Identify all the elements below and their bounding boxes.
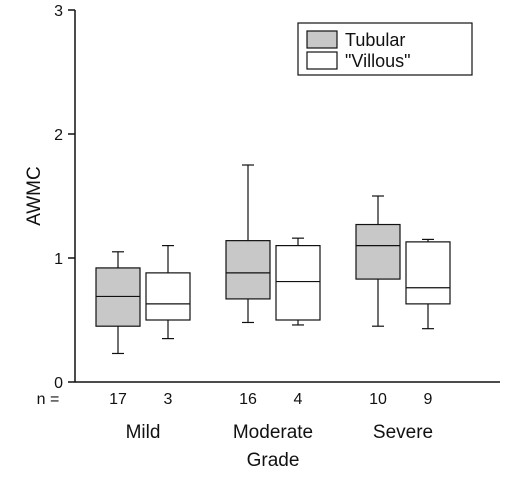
legend-swatch-villous (306, 51, 338, 70)
box-villous-mild (145, 245, 191, 340)
legend-label-tubular: Tubular (345, 30, 405, 50)
x-category-label: Mild (126, 422, 161, 443)
box-iqr (225, 240, 271, 300)
x-category-label: Severe (373, 422, 433, 443)
legend-label-villous: "Villous" (345, 51, 410, 71)
n-count-label: 16 (239, 391, 257, 408)
box-villous-severe (405, 238, 451, 330)
box-tubular-moderate (225, 164, 271, 324)
y-axis-title: AWMC (24, 166, 45, 225)
n-count-label: 4 (294, 391, 303, 408)
y-ticks: 0 1 2 3 (54, 3, 75, 392)
y-tick-label: 1 (54, 251, 63, 268)
n-count-label: 9 (424, 391, 433, 408)
x-axis-title: Grade (247, 450, 300, 471)
box-tubular-mild (95, 251, 141, 355)
axes (74, 10, 500, 383)
box-iqr (355, 223, 401, 280)
legend-swatch-tubular (306, 30, 338, 49)
n-prefix-label: n = (37, 391, 60, 408)
box-iqr (145, 272, 191, 321)
y-tick-label: 2 (54, 127, 63, 144)
box-villous-moderate (275, 237, 321, 326)
y-tick-label: 0 (54, 375, 63, 392)
box-iqr (275, 245, 321, 321)
n-count-label: 17 (109, 391, 127, 408)
y-tick-label: 3 (54, 3, 63, 20)
n-count-label: 3 (164, 391, 173, 408)
x-category-label: Moderate (233, 422, 313, 443)
box-iqr (405, 241, 451, 305)
n-count-label: 10 (369, 391, 387, 408)
boxes (95, 164, 451, 355)
box-iqr (95, 267, 141, 327)
box-tubular-severe (355, 195, 401, 327)
legend: Tubular "Villous" (297, 22, 473, 76)
